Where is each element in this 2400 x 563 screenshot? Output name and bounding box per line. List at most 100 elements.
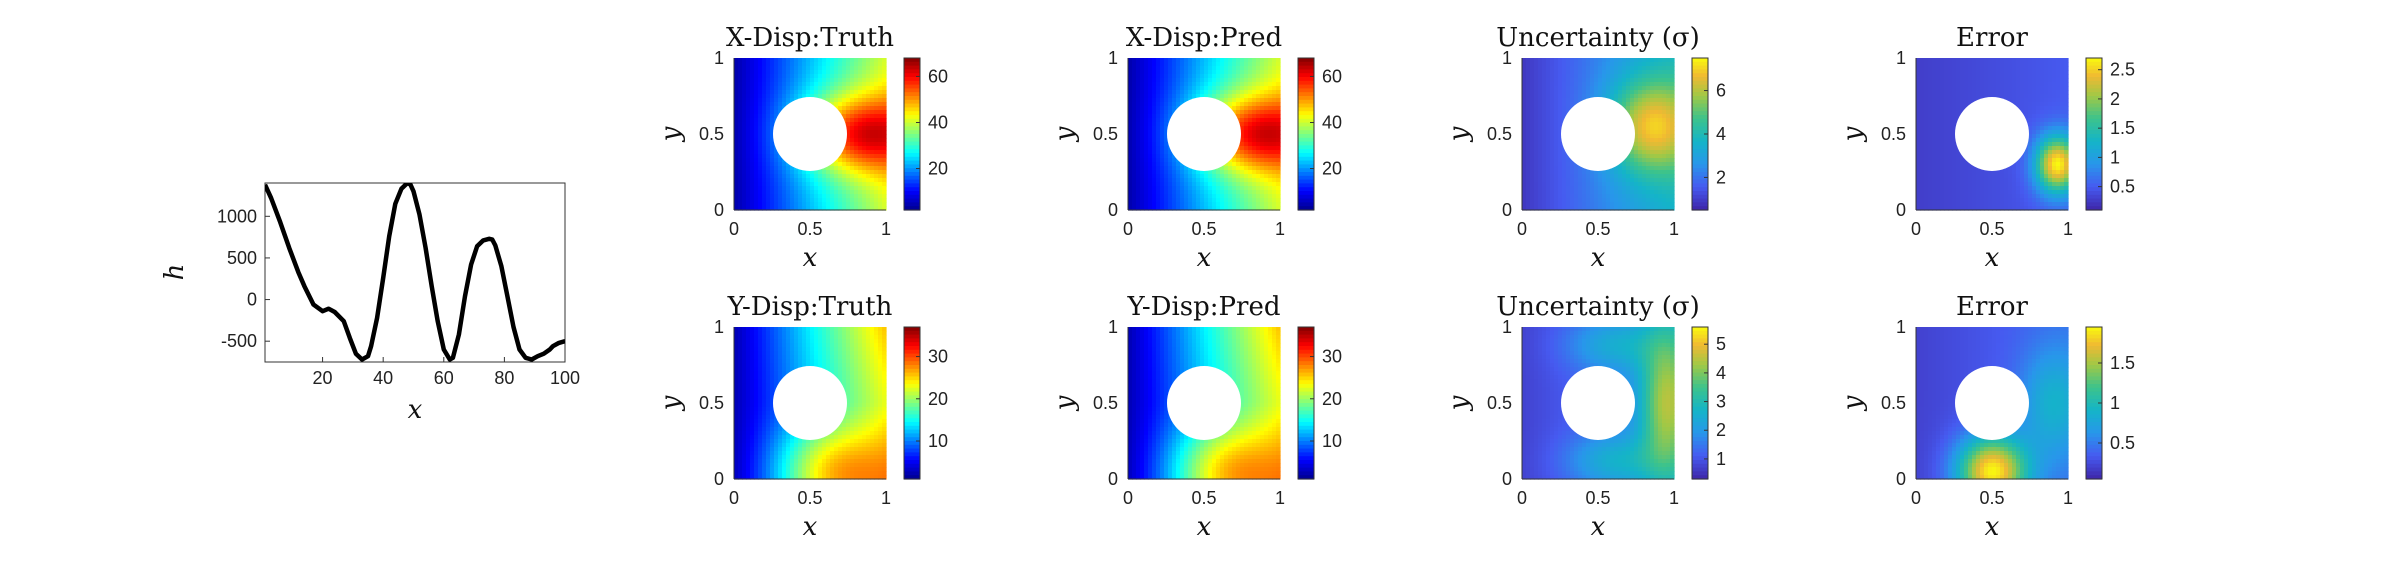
y-tick-label: 0.5 (699, 393, 724, 413)
x-tick-label: 1 (1275, 488, 1285, 508)
colorbar-frame (1297, 57, 1315, 211)
colorbar-tick-label: 2.5 (2110, 60, 2135, 80)
hole (1167, 97, 1241, 171)
colorbar-frame (2085, 57, 2103, 211)
colorbar-tick-label: 1 (1716, 449, 1726, 469)
x-tick-label: 20 (313, 368, 333, 388)
x-tick-label: 1 (1275, 219, 1285, 239)
x-axis-label: x (1197, 512, 1212, 542)
colorbar-tick-label: 40 (1322, 112, 1342, 132)
colorbar-tick-label: 3 (1716, 392, 1726, 412)
panel-title: X-Disp:Pred (1126, 23, 1282, 53)
x-tick-label: 1 (881, 219, 891, 239)
line-plot: 20 40 60 80 100 -500 0 500 1000 x h (160, 182, 580, 425)
x-tick-label: 1 (2063, 488, 2073, 508)
y-tick-label: 1 (1896, 48, 1906, 68)
colorbar-frame (1297, 326, 1315, 480)
y-tick-label: 0 (247, 290, 257, 310)
colorbar-frame (1691, 326, 1709, 480)
x-tick-label: 1 (1669, 488, 1679, 508)
panel-title: X-Disp:Truth (726, 23, 894, 53)
colorbar-tick-label: 30 (1322, 347, 1342, 367)
y-tick-label: 0 (1108, 469, 1118, 489)
x-tick-label: 0 (1911, 219, 1921, 239)
hole (1955, 97, 2029, 171)
y-axis-label: y (656, 395, 686, 411)
y-tick-label: 0.5 (1881, 124, 1906, 144)
colorbar-tick-label: 5 (1716, 334, 1726, 354)
colorbar-frame (903, 57, 921, 211)
y-tick-label: 1 (1108, 317, 1118, 337)
x-tick-label: 60 (434, 368, 454, 388)
y-tick-label: 0.5 (699, 124, 724, 144)
y-tick-label: 0.5 (1487, 393, 1512, 413)
panel-title: Y-Disp:Pred (1127, 292, 1281, 322)
colorbar-tick-label: 2 (2110, 89, 2120, 109)
x-tick-label: 0.5 (1191, 488, 1216, 508)
colorbar-tick-label: 6 (1716, 81, 1726, 101)
x-tick-label: 0.5 (1585, 219, 1610, 239)
panel-title: Error (1956, 23, 2028, 53)
y-tick-label: 1 (714, 317, 724, 337)
y-axis-label: y (1050, 126, 1080, 142)
colorbar-tick-label: 4 (1716, 363, 1726, 383)
x-axis-label: x (1591, 243, 1606, 273)
x-tick-label: 1 (1669, 219, 1679, 239)
hole (1561, 97, 1635, 171)
x-axis-label: x (1985, 243, 2000, 273)
hole (1167, 366, 1241, 440)
x-axis-label: x (1985, 512, 2000, 542)
x-tick-label: 0.5 (797, 219, 822, 239)
x-tick-label: 0.5 (1585, 488, 1610, 508)
y-tick-label: 0.5 (1093, 393, 1118, 413)
colorbar-tick-label: 20 (928, 159, 948, 179)
x-tick-label: 0 (1517, 219, 1527, 239)
y-tick-label: 1 (1502, 317, 1512, 337)
colorbar-tick-label: 20 (1322, 159, 1342, 179)
x-tick-label: 100 (550, 368, 580, 388)
y-tick-label: 0 (714, 200, 724, 220)
heatmap-panel-2: 0 0.5 1 0 0.5 1 X-Disp:Pred x y 20 40 60 (1050, 23, 1342, 273)
y-tick-label: 0 (1108, 200, 1118, 220)
colorbar-tick-label: 30 (928, 347, 948, 367)
x-tick-label: 0.5 (1191, 219, 1216, 239)
y-tick-label: 1000 (217, 206, 257, 226)
hole (1561, 366, 1635, 440)
y-tick-label: 0 (1502, 200, 1512, 220)
plot-frame (264, 182, 566, 363)
colorbar-tick-label: 20 (1322, 389, 1342, 409)
hole (773, 366, 847, 440)
x-tick-label: 1 (881, 488, 891, 508)
y-tick-label: 1 (1502, 48, 1512, 68)
x-axis-label: x (1591, 512, 1606, 542)
x-tick-label: 0 (729, 488, 739, 508)
colorbar-frame (903, 326, 921, 480)
x-tick-label: 0.5 (797, 488, 822, 508)
x-tick-label: 80 (494, 368, 514, 388)
colorbar-tick-label: 20 (928, 389, 948, 409)
colorbar-tick-label: 1.5 (2110, 353, 2135, 373)
hole (1955, 366, 2029, 440)
y-axis-label: y (1050, 395, 1080, 411)
heatmap-panel-8: 0 0.5 1 0 0.5 1 Error x y 0.5 1 1.5 (1838, 292, 2135, 542)
y-axis-label: y (656, 126, 686, 142)
y-tick-label: 0 (1502, 469, 1512, 489)
x-tick-label: 0.5 (1979, 488, 2004, 508)
colorbar-tick-label: 2 (1716, 420, 1726, 440)
panel-title: Error (1956, 292, 2028, 322)
y-tick-label: 0 (714, 469, 724, 489)
colorbar-tick-label: 1.5 (2110, 118, 2135, 138)
x-tick-label: 0 (1911, 488, 1921, 508)
x-axis-label: x (408, 395, 423, 425)
colorbar-tick-label: 1 (2110, 147, 2120, 167)
y-axis-label: h (160, 264, 190, 281)
y-tick-label: 0.5 (1487, 124, 1512, 144)
y-axis-label: y (1444, 126, 1474, 142)
colorbar-tick-label: 40 (928, 112, 948, 132)
hole (773, 97, 847, 171)
